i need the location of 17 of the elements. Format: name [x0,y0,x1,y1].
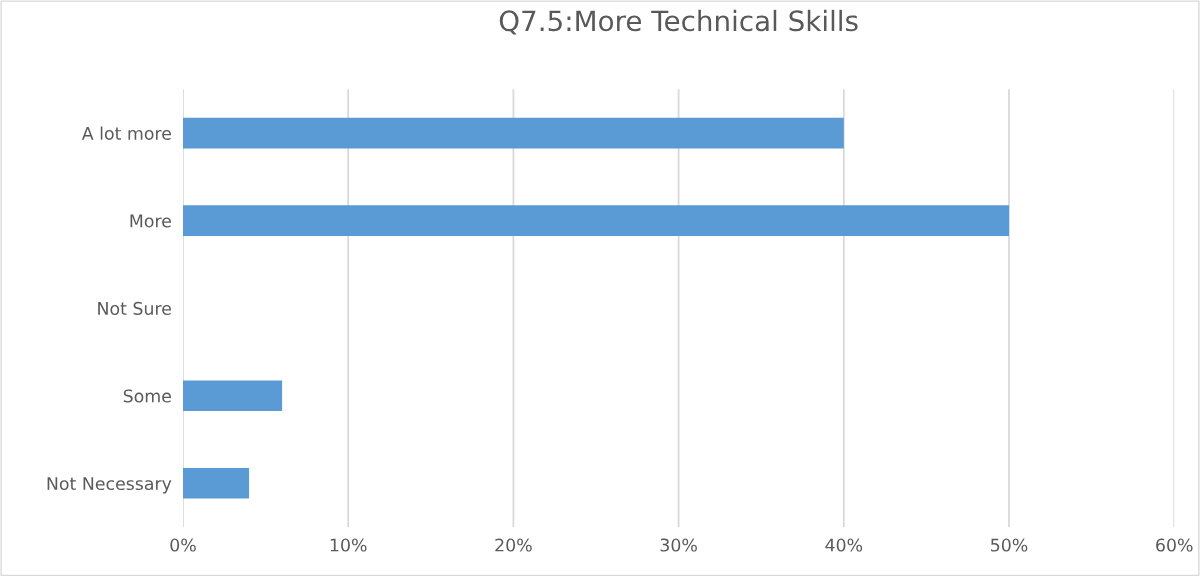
x-tick-label: 50% [991,538,1028,552]
x-tick-label: 0% [170,538,196,552]
bar [183,380,283,412]
y-tick-label: A lot more [81,126,171,140]
bar [183,205,1009,236]
x-tick-label: 40% [825,538,863,552]
bar [183,117,844,149]
bar [183,467,250,499]
x-tick-label: 20% [495,538,532,552]
x-tick-label: 30% [660,538,697,552]
y-tick-label: Not Necessary [47,477,172,494]
y-tick-label: Some [123,389,171,403]
y-tick-label: Not Sure [98,301,171,315]
y-tick-label: More [130,214,171,228]
x-tick-label: 60% [1156,538,1193,552]
x-tick-label: 10% [330,538,367,552]
chart-title: Q7.5:More Technical Skills [499,9,858,35]
